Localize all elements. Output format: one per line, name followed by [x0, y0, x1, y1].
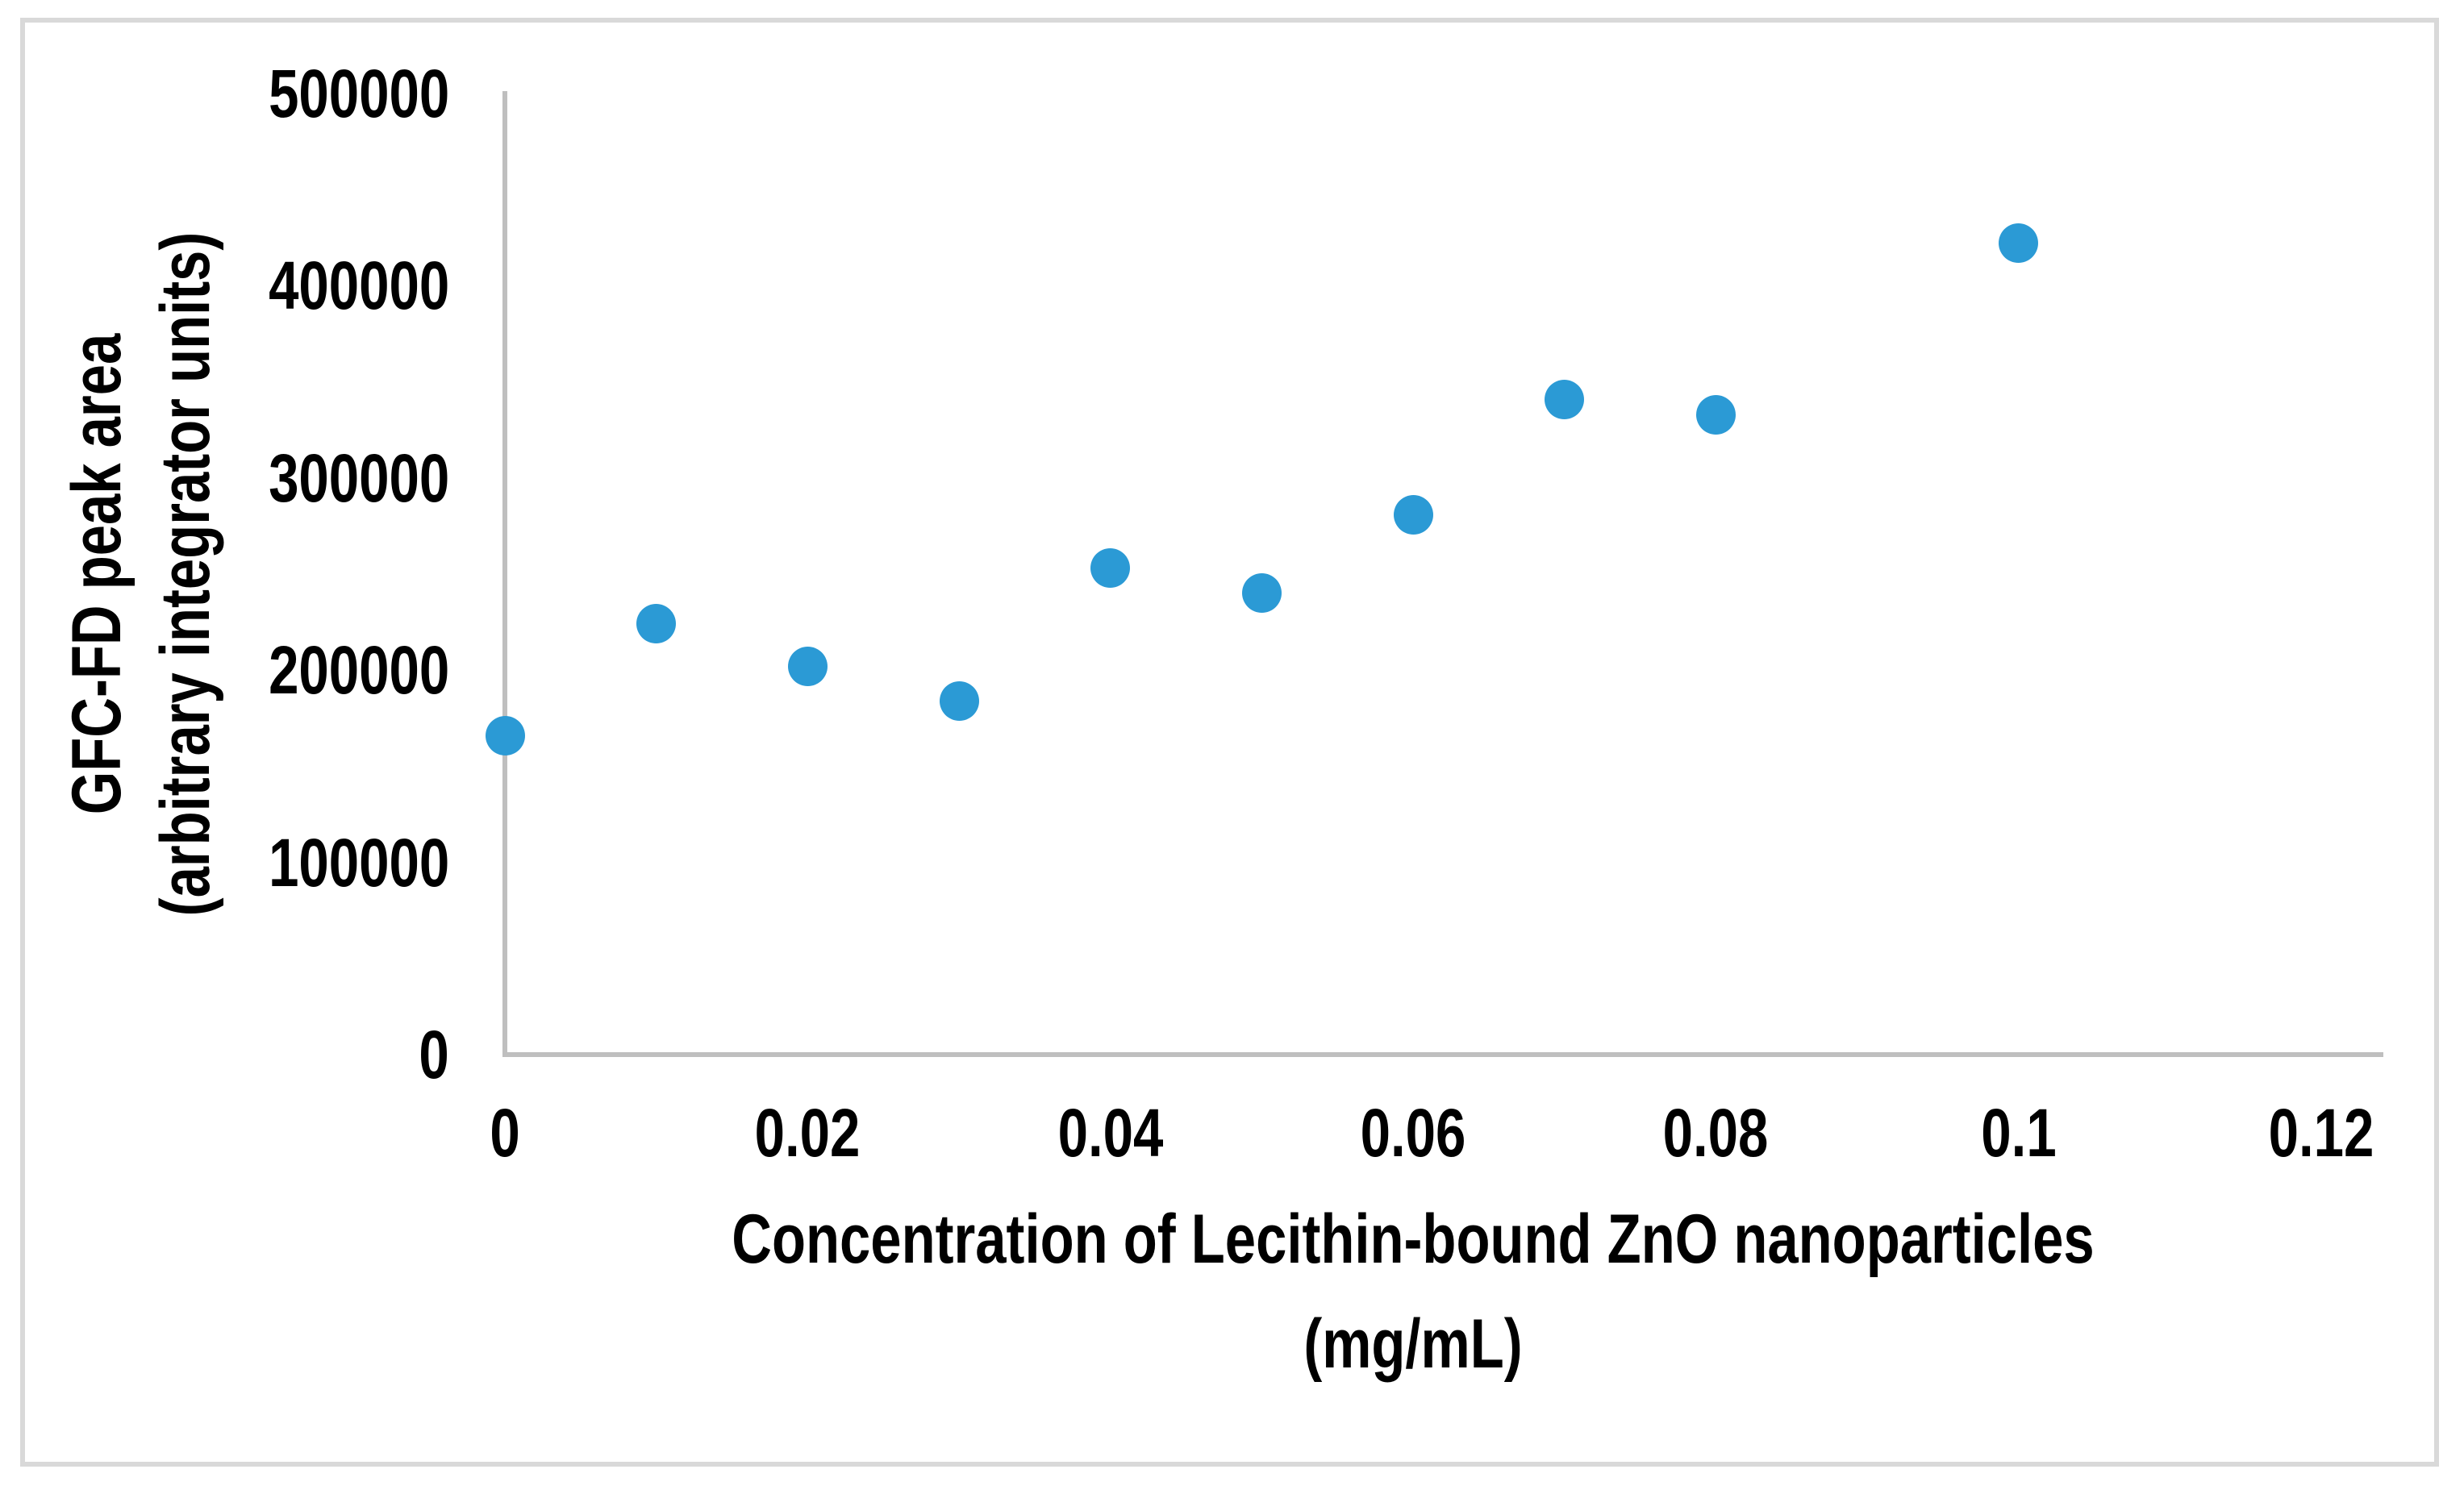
x-axis-title-line-1: Concentration of Lecithin-bound ZnO nano… — [732, 1201, 2095, 1278]
x-tick-label: 0.04 — [1057, 1095, 1164, 1171]
x-tick-label: 0.02 — [754, 1095, 861, 1171]
data-point — [1090, 548, 1131, 589]
x-tick-label: 0.08 — [1662, 1095, 1769, 1171]
x-axis-line — [502, 1052, 2383, 1057]
x-axis-title-line-2: (mg/mL) — [1303, 1305, 1523, 1383]
y-tick-label: 200000 — [268, 632, 449, 709]
y-axis-title-line-2: (arbitrary integrator units) — [147, 231, 224, 917]
y-axis-title: GFC-FD peak area (arbitrary integrator u… — [52, 232, 230, 917]
data-point — [485, 715, 525, 755]
y-tick-label: 400000 — [268, 248, 449, 324]
data-point — [1695, 394, 1736, 435]
y-tick-label: 500000 — [268, 56, 449, 131]
figure-border — [20, 18, 2439, 1467]
y-tick-label: 0 — [419, 1017, 449, 1093]
x-tick-label: 0.1 — [1980, 1095, 2057, 1171]
y-tick-label: 100000 — [268, 824, 449, 901]
y-axis-title-line-1: GFC-FD peak area — [58, 333, 135, 815]
data-point — [787, 646, 828, 686]
data-point — [636, 604, 677, 644]
x-axis-title: Concentration of Lecithin-bound ZnO nano… — [505, 1187, 2321, 1396]
x-tick-label: 0.06 — [1360, 1095, 1466, 1171]
data-point — [1241, 573, 1282, 614]
y-tick-label: 300000 — [268, 439, 449, 516]
x-tick-label: 0.12 — [2268, 1095, 2374, 1171]
data-point — [1999, 223, 2039, 264]
data-point — [1393, 494, 1433, 535]
data-point — [939, 680, 979, 721]
y-axis-line — [502, 91, 507, 1057]
data-point — [1545, 379, 1585, 419]
x-tick-label: 0 — [490, 1095, 520, 1171]
